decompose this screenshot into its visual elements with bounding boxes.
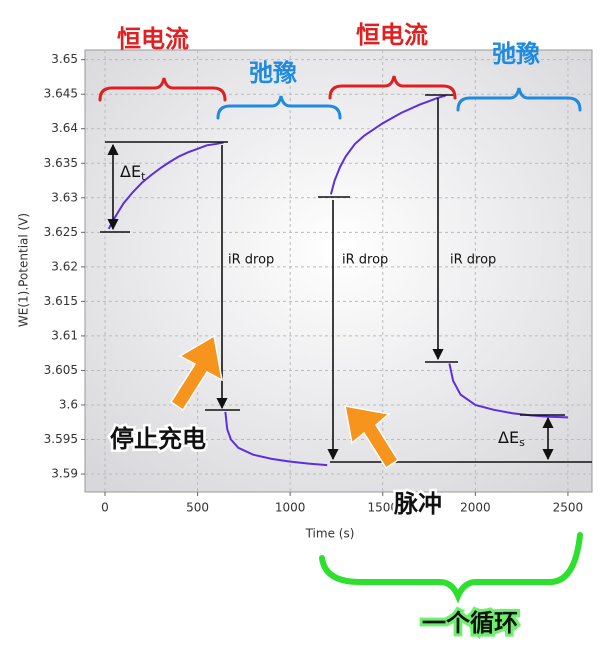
x-axis-label: Time (s) [305, 527, 355, 541]
y-tick-label: 3.615 [44, 294, 78, 308]
y-tick-label: 3.6 [59, 397, 78, 411]
annotation: iR drop [228, 253, 274, 268]
annotation: 恒电流 [117, 25, 189, 53]
orange-arrow [169, 334, 224, 412]
y-tick-label: 3.625 [44, 225, 78, 239]
annotation: ΔE [120, 162, 141, 181]
annotation: t [141, 170, 146, 183]
x-tick-label: 1500 [367, 501, 398, 515]
annotation: 弛豫 [249, 59, 297, 87]
y-tick-label: 3.62 [51, 259, 78, 273]
y-tick-label: 3.645 [44, 87, 78, 101]
x-tick-label: 2500 [553, 501, 584, 515]
x-tick-label: 0 [101, 501, 109, 515]
y-tick-label: 3.595 [44, 432, 78, 446]
annotation: iR drop [342, 253, 388, 268]
annotation: 恒电流 [356, 21, 428, 49]
annotation: 一个循环 [422, 609, 518, 637]
x-tick-label: 2000 [460, 501, 491, 515]
braces [98, 75, 583, 604]
annotation: 脉冲 [393, 490, 442, 518]
annotation: 停止充电 [110, 425, 206, 453]
orange-arrow [344, 405, 400, 470]
y-tick-label: 3.605 [44, 363, 78, 377]
y-tick-label: 3.635 [44, 156, 78, 170]
y-tick-label: 3.59 [51, 467, 78, 481]
data-line [107, 94, 568, 467]
y-tick-label: 3.65 [51, 52, 78, 66]
annotation: 弛豫 [492, 40, 540, 68]
x-tick-label: 500 [186, 501, 209, 515]
annotation: ΔEs [498, 428, 525, 450]
annotation: ΔEt [120, 162, 146, 184]
y-axis-label: WE(1).Potential (V) [17, 213, 31, 327]
y-tick-label: 3.63 [51, 190, 78, 204]
plot-area [84, 49, 593, 493]
annotation: ΔE [498, 428, 519, 447]
annotation: iR drop [450, 253, 496, 268]
annotation: s [519, 436, 525, 449]
y-tick-label: 3.61 [51, 328, 78, 342]
annotation-arrows [100, 94, 592, 463]
y-tick-label: 3.64 [51, 121, 78, 135]
x-tick-label: 1000 [275, 501, 306, 515]
